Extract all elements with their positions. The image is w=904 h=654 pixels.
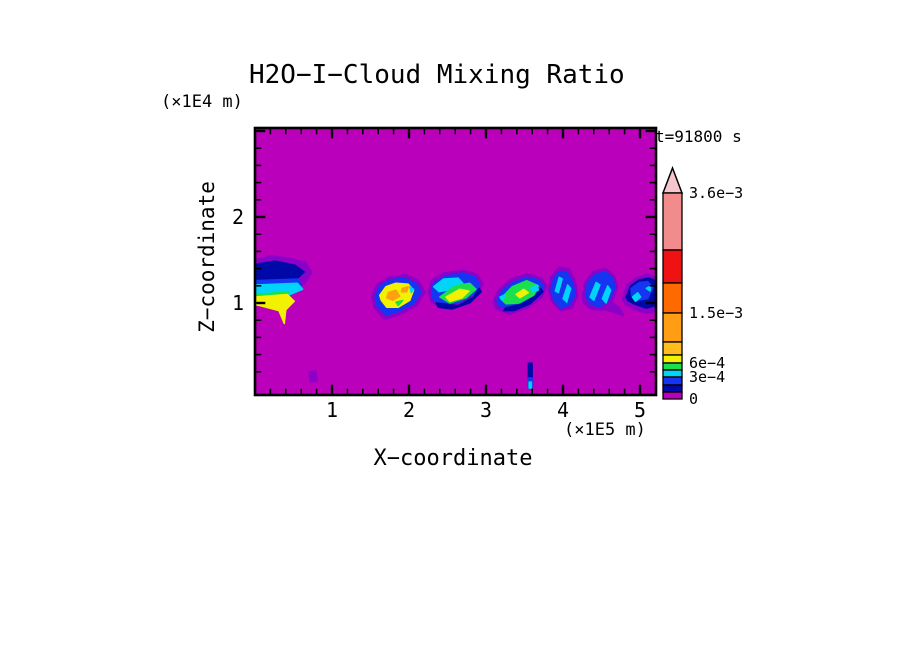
- colorbar-segment: [662, 312, 683, 343]
- colorbar-tick-label: 6e−4: [689, 354, 726, 372]
- colorbar-tick-label: 3.6e−3: [689, 184, 744, 202]
- axis-ticks: [256, 129, 655, 394]
- contour-level-violet: [308, 370, 319, 383]
- colorbar-tick-label: 0: [689, 390, 699, 408]
- colorbar-arrow-cap: [661, 165, 684, 194]
- contour-level-cyan: [589, 281, 601, 302]
- contour-level-cyan: [530, 284, 540, 293]
- x-tick-label: 1: [325, 398, 339, 422]
- contour-level-cyan: [432, 277, 464, 293]
- z-tick-label: 2: [231, 205, 244, 229]
- contour-level-cyan: [562, 284, 572, 303]
- x-axis-units-label: (×1E5 m): [564, 420, 646, 440]
- contour-level-violet: [603, 299, 625, 317]
- contour-level-cyan: [631, 292, 642, 302]
- colorbar-segment: [662, 384, 683, 393]
- colorbar-segment: [662, 369, 683, 378]
- contour-level-cyan: [601, 285, 612, 304]
- z-tick-label: 1: [231, 291, 244, 315]
- cloud-contours: [255, 255, 656, 389]
- colorbar-tick-label: 1.5e−3: [689, 304, 744, 322]
- contour-level-cyan: [499, 293, 506, 302]
- colorbar-segment: [662, 282, 683, 314]
- downdraft-streak: [527, 362, 533, 389]
- cloud-5: [547, 266, 579, 312]
- contour-level-navy: [503, 287, 544, 312]
- x-tick-label: 2: [402, 398, 416, 422]
- contour-level-cyan: [554, 276, 563, 294]
- cloud-6: [581, 267, 625, 317]
- colorbar-segment: [662, 249, 683, 284]
- faint-smudge: [308, 370, 319, 383]
- time-annotation: t=91800 s: [655, 127, 742, 146]
- colorbar-segment: [662, 362, 683, 371]
- contour-level-yellow: [515, 288, 529, 299]
- cloud-1: [255, 255, 313, 325]
- contour-level-cyan: [528, 381, 533, 389]
- x-tick-label: 3: [479, 398, 493, 422]
- plot-background: [255, 128, 656, 395]
- plot-frame: [253, 126, 658, 397]
- chart-title: H2O−I−Cloud Mixing Ratio: [249, 60, 625, 90]
- contour-level-yellow: [255, 293, 295, 325]
- x-tick-label: 5: [633, 398, 647, 422]
- cloud-2: [371, 273, 426, 320]
- contour-level-blue: [550, 270, 576, 309]
- contour-level-orange: [386, 289, 401, 302]
- contour-level-navy: [435, 287, 483, 310]
- cloud-3: [427, 269, 484, 310]
- contour-level-cyan: [409, 286, 415, 294]
- x-axis-title: X−coordinate: [373, 446, 533, 471]
- colorbar-segment: [662, 391, 683, 400]
- colorbar-segment: [662, 341, 683, 356]
- contour-level-orange: [400, 286, 409, 293]
- cloud-4: [492, 273, 548, 315]
- z-axis-title: Z−coordinate: [195, 181, 219, 333]
- contour-level-cyan: [645, 285, 652, 292]
- colorbar-segment: [662, 192, 683, 251]
- contour-level-green: [395, 299, 404, 307]
- colorbar-segment: [662, 354, 683, 364]
- colorbar-segment: [662, 376, 683, 386]
- contour-level-yellow: [445, 288, 470, 302]
- x-tick-label: 4: [556, 398, 570, 422]
- z-axis-units-label: (×1E4 m): [161, 92, 243, 112]
- contour-level-navy: [527, 362, 533, 380]
- colorbar: [661, 165, 684, 400]
- colorbar-tick-label: 3e−4: [689, 368, 726, 386]
